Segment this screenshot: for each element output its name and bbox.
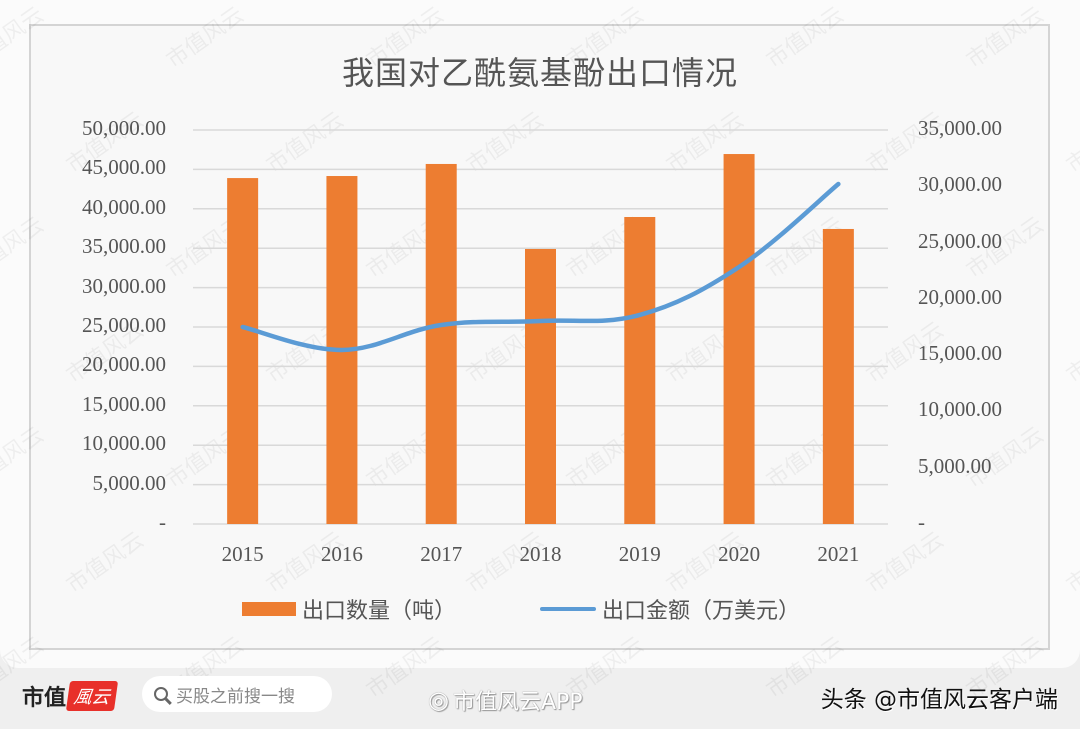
search-placeholder: 买股之前搜一搜 <box>176 686 295 707</box>
export-value-line <box>240 181 841 353</box>
x-axis-tick-label: 2020 <box>718 542 761 566</box>
left-axis-tick-label: 5,000.00 <box>92 470 167 495</box>
toutiao-watermark: 头条 @市值风云客户端 <box>820 687 1058 713</box>
right-axis-tick-label: 30,000.00 <box>918 172 1002 197</box>
right-axis-tick-label: 25,000.00 <box>918 228 1002 253</box>
weibo-text: 市值风云APP <box>452 690 583 715</box>
left-axis-tick-label: 15,000.00 <box>82 391 166 416</box>
search-box[interactable]: 买股之前搜一搜 <box>142 676 332 712</box>
bar-2017 <box>425 163 457 524</box>
chart-title: 我国对乙酰氨基酚出口情况 <box>341 54 738 92</box>
weibo-watermark: ◎ 市值风云APP <box>428 684 583 716</box>
left-axis-tick-label: 20,000.00 <box>82 352 166 377</box>
weibo-icon: ◎ <box>428 686 449 714</box>
left-axis-tick-label: 25,000.00 <box>82 313 166 337</box>
legend-label-export-volume: 出口数量（吨） <box>302 599 457 624</box>
bar-2018 <box>525 248 556 524</box>
right-axis-tick-label: 35,000.00 <box>918 116 1002 140</box>
right-axis-tick-label: 10,000.00 <box>918 397 1002 422</box>
bar-2019 <box>624 216 656 525</box>
bar-2021 <box>822 228 854 525</box>
legend-label-export-value: 出口金额（万美元） <box>602 599 801 624</box>
legend: 出口数量（吨） 出口金额（万美元） <box>0 593 1080 629</box>
right-axis-tick-label: 15,000.00 <box>918 341 1002 366</box>
right-axis-tick-label: - <box>918 510 925 534</box>
brand-badge: 風云 <box>65 681 119 711</box>
x-axis-tick-label: 2018 <box>519 542 562 566</box>
left-axis-tick-label: 30,000.00 <box>82 273 166 298</box>
x-axis-tick-label: 2017 <box>420 542 463 566</box>
right-axis-tick-label: 20,000.00 <box>918 284 1002 309</box>
right-axis-tick-label: 5,000.00 <box>918 453 992 478</box>
left-axis-tick-label: 45,000.00 <box>82 155 166 180</box>
brand-logo[interactable]: 市值 風云 <box>22 680 119 712</box>
x-axis-tick-label: 2016 <box>320 542 363 566</box>
left-axis-tick-label: 50,000.00 <box>82 116 166 140</box>
legend-item-export-volume: 出口数量（吨） <box>242 593 456 625</box>
search-icon <box>154 687 168 701</box>
bar-2015 <box>227 178 259 524</box>
left-axis-tick-label: 40,000.00 <box>82 194 166 219</box>
line-swatch-icon <box>540 607 596 611</box>
brand-text: 市值 <box>22 686 67 711</box>
x-axis-tick-label: 2021 <box>817 542 860 566</box>
bar-2020 <box>723 154 755 524</box>
left-axis-tick-label: 10,000.00 <box>82 431 166 456</box>
x-axis-tick-label: 2019 <box>618 542 661 566</box>
left-axis-tick-label: - <box>159 510 166 534</box>
left-axis-tick-label: 35,000.00 <box>82 234 166 259</box>
legend-item-export-value: 出口金额（万美元） <box>540 593 800 625</box>
bar-swatch-icon <box>242 602 296 616</box>
x-axis-tick-label: 2015 <box>221 542 264 566</box>
